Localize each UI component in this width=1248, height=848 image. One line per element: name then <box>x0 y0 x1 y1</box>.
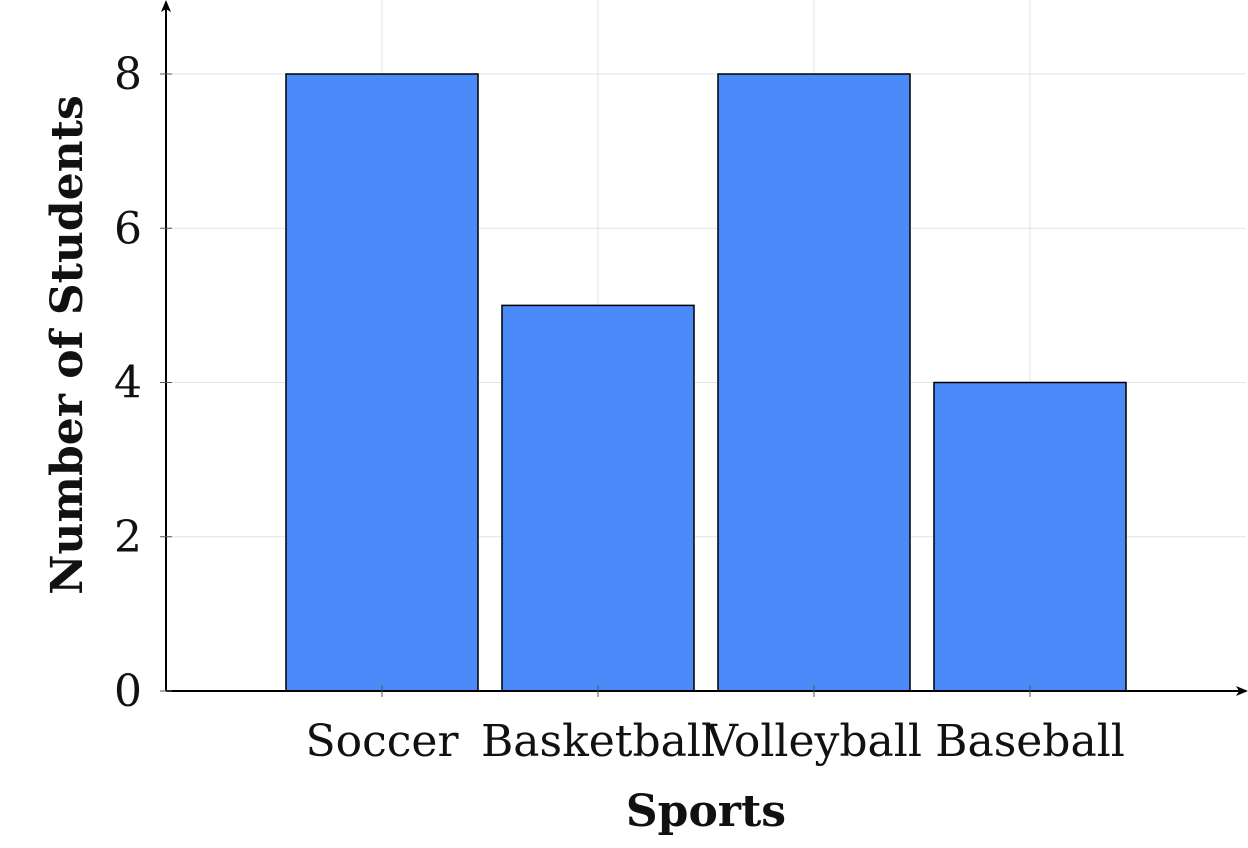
bar-baseball <box>933 381 1127 692</box>
bar-basketball <box>501 304 695 692</box>
bar-volleyball <box>717 73 911 692</box>
x-tick-label-baseball: Baseball <box>935 716 1125 767</box>
y-tick-label: 2 <box>114 512 142 563</box>
x-axis-title: Sports <box>626 786 786 837</box>
y-tick-label: 4 <box>114 358 142 409</box>
bar-soccer <box>285 73 479 692</box>
bars <box>285 73 1127 692</box>
axes <box>161 0 1248 696</box>
x-tick-label-soccer: Soccer <box>306 716 460 767</box>
y-axis-title: Number of Students <box>42 95 93 595</box>
ticks <box>160 73 1031 697</box>
x-tick-label-basketball: Basketball <box>481 716 715 767</box>
y-tick-label: 0 <box>114 666 142 717</box>
x-tick-label-volleyball: Volleyball <box>705 716 922 767</box>
y-tick-label: 8 <box>114 49 142 100</box>
y-tick-label: 6 <box>114 203 142 254</box>
